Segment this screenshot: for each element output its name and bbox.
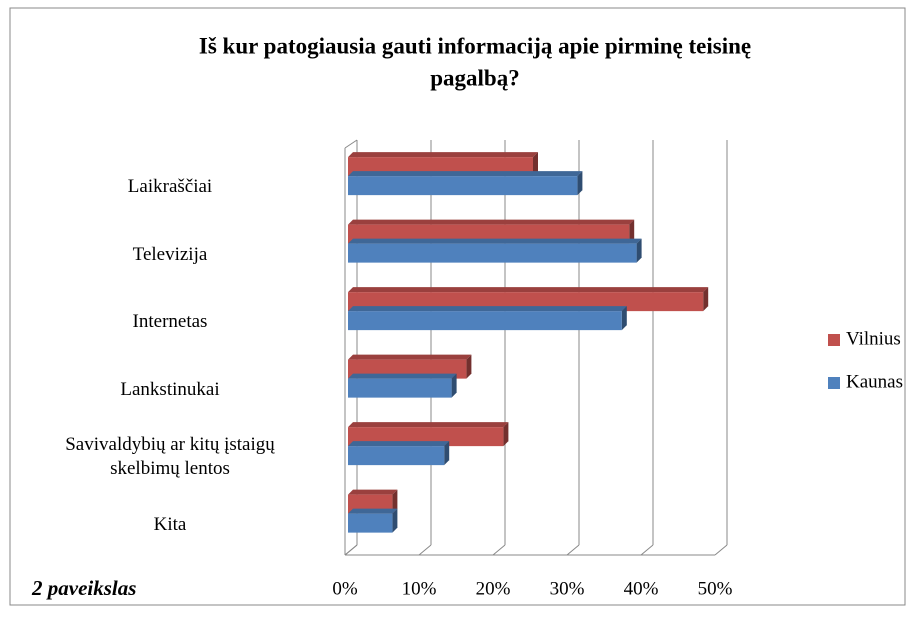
bar-side [392,508,398,533]
bar-side [703,287,709,312]
legend-label: Kaunas [846,371,903,392]
bar-side [451,373,457,398]
x-tick-label: 10% [402,578,437,599]
grid-line [418,544,432,556]
y-tick-label: Lankstinukai [120,378,220,400]
bar-top [348,354,472,360]
bar-side [444,441,450,466]
bar-side [621,306,627,331]
caption: 2 paveikslas [31,576,136,600]
bar-side [392,489,398,514]
bar-top [348,306,627,312]
x-tick-label: 30% [550,578,585,599]
grid-line [640,544,654,556]
bar-top [348,441,450,447]
legend-swatch [828,377,840,389]
bar-top [348,219,635,225]
bar-top [348,171,583,177]
bar-top [348,238,642,244]
bar [348,311,622,331]
x-tick-label: 50% [698,578,733,599]
grid-line [492,544,506,556]
chart-border [9,7,906,606]
axis-wall [344,139,358,149]
x-tick-label: 20% [476,578,511,599]
y-tick-label: Televizija [132,243,208,265]
grid-line [566,544,580,556]
bar-side [466,354,472,379]
bar-top [348,422,509,428]
bar-side [533,152,538,177]
y-tick-label: Laikraščiai [127,176,213,198]
bar [348,176,578,196]
bar-top [348,152,538,158]
bar-top [348,373,457,379]
chart-title: Iš kur patogiausia gauti informaciją api… [199,33,751,58]
grid-line [714,544,728,556]
bar [348,446,445,466]
bar [348,378,452,398]
legend-label: Vilnius [846,328,901,349]
legend-swatch [828,334,840,346]
y-tick-label: Kita [153,513,187,535]
chart-title: pagalbą? [430,65,519,90]
grid-line [344,544,358,556]
bar-side [636,238,642,263]
bar-top [348,489,398,495]
bar-side [503,422,509,447]
bar [348,243,637,263]
bar-side [577,171,583,196]
y-tick-label: Internetas [132,311,208,333]
y-tick-label: Savivaldybių ar kitų įstaigų skelbimų le… [65,434,275,480]
x-tick-label: 0% [332,578,358,599]
bar-top [348,508,398,514]
bar-side [629,219,635,244]
bar-top [348,287,709,293]
bar [348,513,393,533]
x-tick-label: 40% [624,578,659,599]
